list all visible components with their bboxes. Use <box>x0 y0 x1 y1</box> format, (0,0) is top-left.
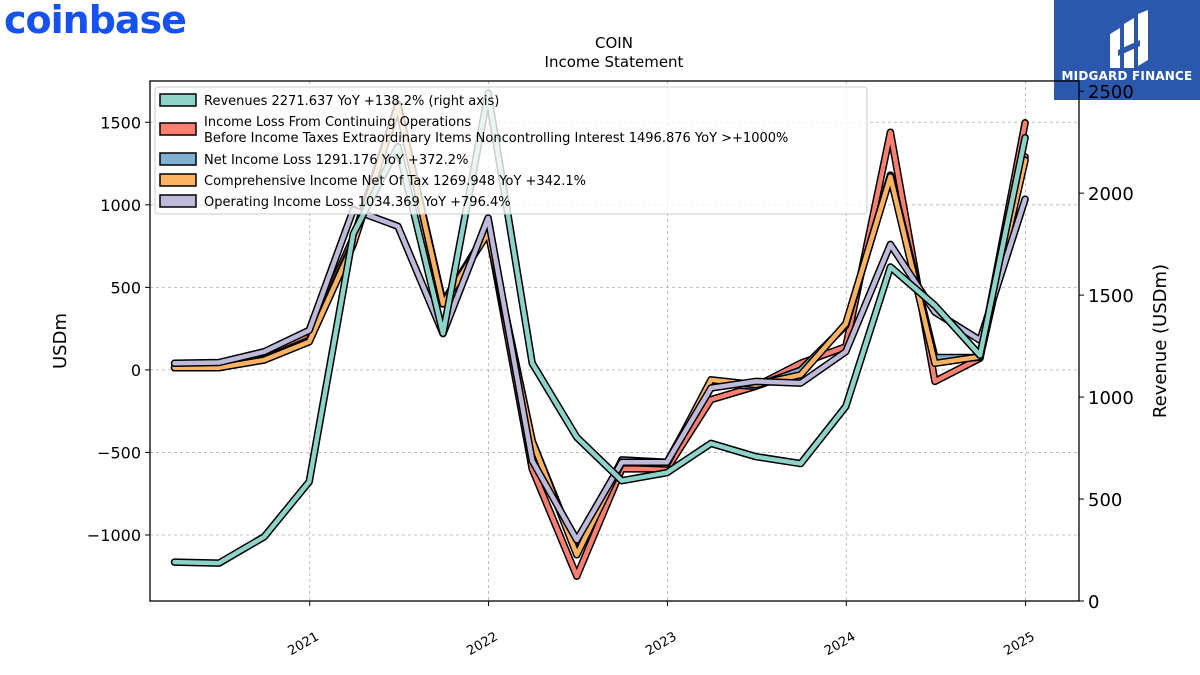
y-tick-label: −1000 <box>87 526 141 545</box>
y2-tick-label: 2500 <box>1088 82 1134 103</box>
y-tick-label: 500 <box>110 278 141 297</box>
legend-label: Revenues 2271.637 YoY +138.2% (right axi… <box>204 94 499 109</box>
legend-label: Operating Income Loss 1034.369 YoY +796.… <box>204 195 511 210</box>
x-tick-label: 2021 <box>286 629 322 659</box>
legend-swatch <box>159 93 197 107</box>
legend-label: Net Income Loss 1291.176 YoY +372.2% <box>204 153 468 168</box>
y2-axis-label: Revenue (USDm) <box>1150 264 1171 418</box>
midgard-logo-icon <box>1110 10 1148 68</box>
x-tick-label: 2023 <box>643 629 679 659</box>
legend-swatch <box>159 194 197 208</box>
y2-tick-label: 500 <box>1088 490 1122 511</box>
x-tick-label: 2024 <box>822 629 858 659</box>
chart-subtitle: Income Statement <box>545 53 684 71</box>
y2-tick-label: 0 <box>1088 592 1099 613</box>
legend-label: Comprehensive Income Net Of Tax 1269.948… <box>204 174 586 189</box>
series-line-operating-income-loss <box>172 196 1028 543</box>
y2-tick-label: 1500 <box>1088 286 1134 307</box>
y2-tick-label: 1000 <box>1088 388 1134 409</box>
legend-box <box>154 86 868 215</box>
chart-title: COIN <box>595 34 633 52</box>
y-tick-label: 1500 <box>100 113 141 132</box>
badge-label: MIDGARD FINANCE <box>1061 69 1193 83</box>
legend: Revenues 2271.637 YoY +138.2% (right axi… <box>154 86 868 215</box>
plot-frame <box>149 80 1080 602</box>
y-tick-label: 1000 <box>100 196 141 215</box>
y2-tick-label: 2000 <box>1088 184 1134 205</box>
legend-swatch <box>159 173 197 187</box>
x-tick-label: 2025 <box>1001 629 1037 659</box>
x-tick-label: 2022 <box>464 629 500 659</box>
y-tick-label: −500 <box>97 443 141 462</box>
legend-swatch <box>159 122 197 136</box>
y-tick-label: 0 <box>131 361 141 380</box>
legend-swatch <box>159 152 197 166</box>
midgard-finance-badge: MIDGARD FINANCE <box>1054 0 1200 100</box>
y-axis-label: USDm <box>50 313 71 369</box>
brand-logo: coinbase <box>4 0 187 42</box>
legend-label: Income Loss From Continuing Operations Be… <box>204 115 788 146</box>
series-line-revenues <box>172 90 1028 566</box>
